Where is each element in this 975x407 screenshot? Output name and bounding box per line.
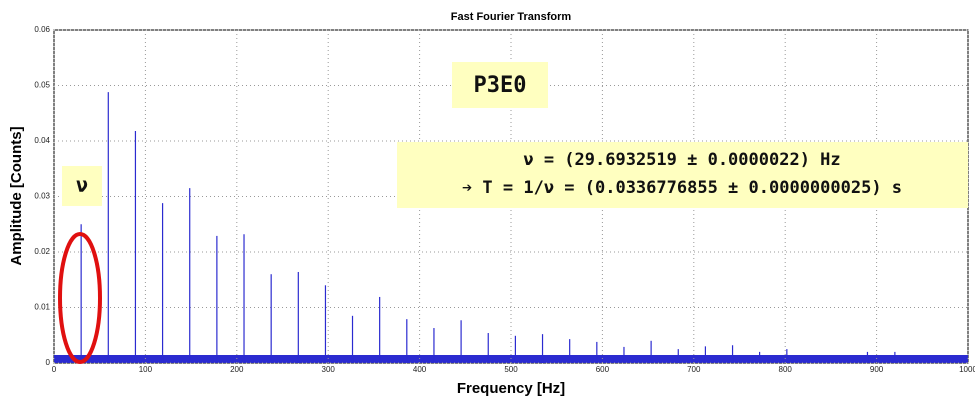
y-tick-label: 0 (46, 358, 51, 367)
y-tick-label: 0.05 (34, 81, 50, 90)
x-tick-label: 400 (413, 365, 427, 374)
x-tick-label: 1000 (959, 365, 975, 374)
label-box (452, 62, 548, 108)
x-tick-label: 0 (52, 365, 57, 374)
x-tick-label: 300 (322, 365, 336, 374)
annotation: P3E0 (474, 73, 527, 98)
x-tick-label: 800 (779, 365, 793, 374)
y-tick-label: 0.06 (34, 25, 50, 34)
chart-title: Fast Fourier Transform (451, 11, 572, 23)
y-axis-label: Amplitude [Counts] (8, 126, 25, 265)
x-tick-label: 200 (230, 365, 244, 374)
x-tick-label: 600 (596, 365, 610, 374)
annotation: ν (76, 173, 88, 197)
y-tick-label: 0.02 (34, 247, 50, 256)
x-axis-label: Frequency [Hz] (457, 380, 565, 397)
label-box (397, 142, 968, 208)
label-box (62, 166, 102, 206)
x-tick-label: 100 (139, 365, 153, 374)
annotation: ν = (29.6932519 ± 0.0000022) Hz (523, 150, 840, 170)
annotation: ➔ T = 1/ν = (0.0336776855 ± 0.0000000025… (462, 178, 902, 198)
y-tick-label: 0.01 (34, 303, 50, 312)
x-tick-label: 500 (504, 365, 518, 374)
x-tick-label: 700 (687, 365, 701, 374)
highlight-ellipse (58, 232, 102, 364)
y-tick-label: 0.03 (34, 192, 50, 201)
y-tick-label: 0.04 (34, 136, 50, 145)
x-tick-label: 900 (870, 365, 884, 374)
